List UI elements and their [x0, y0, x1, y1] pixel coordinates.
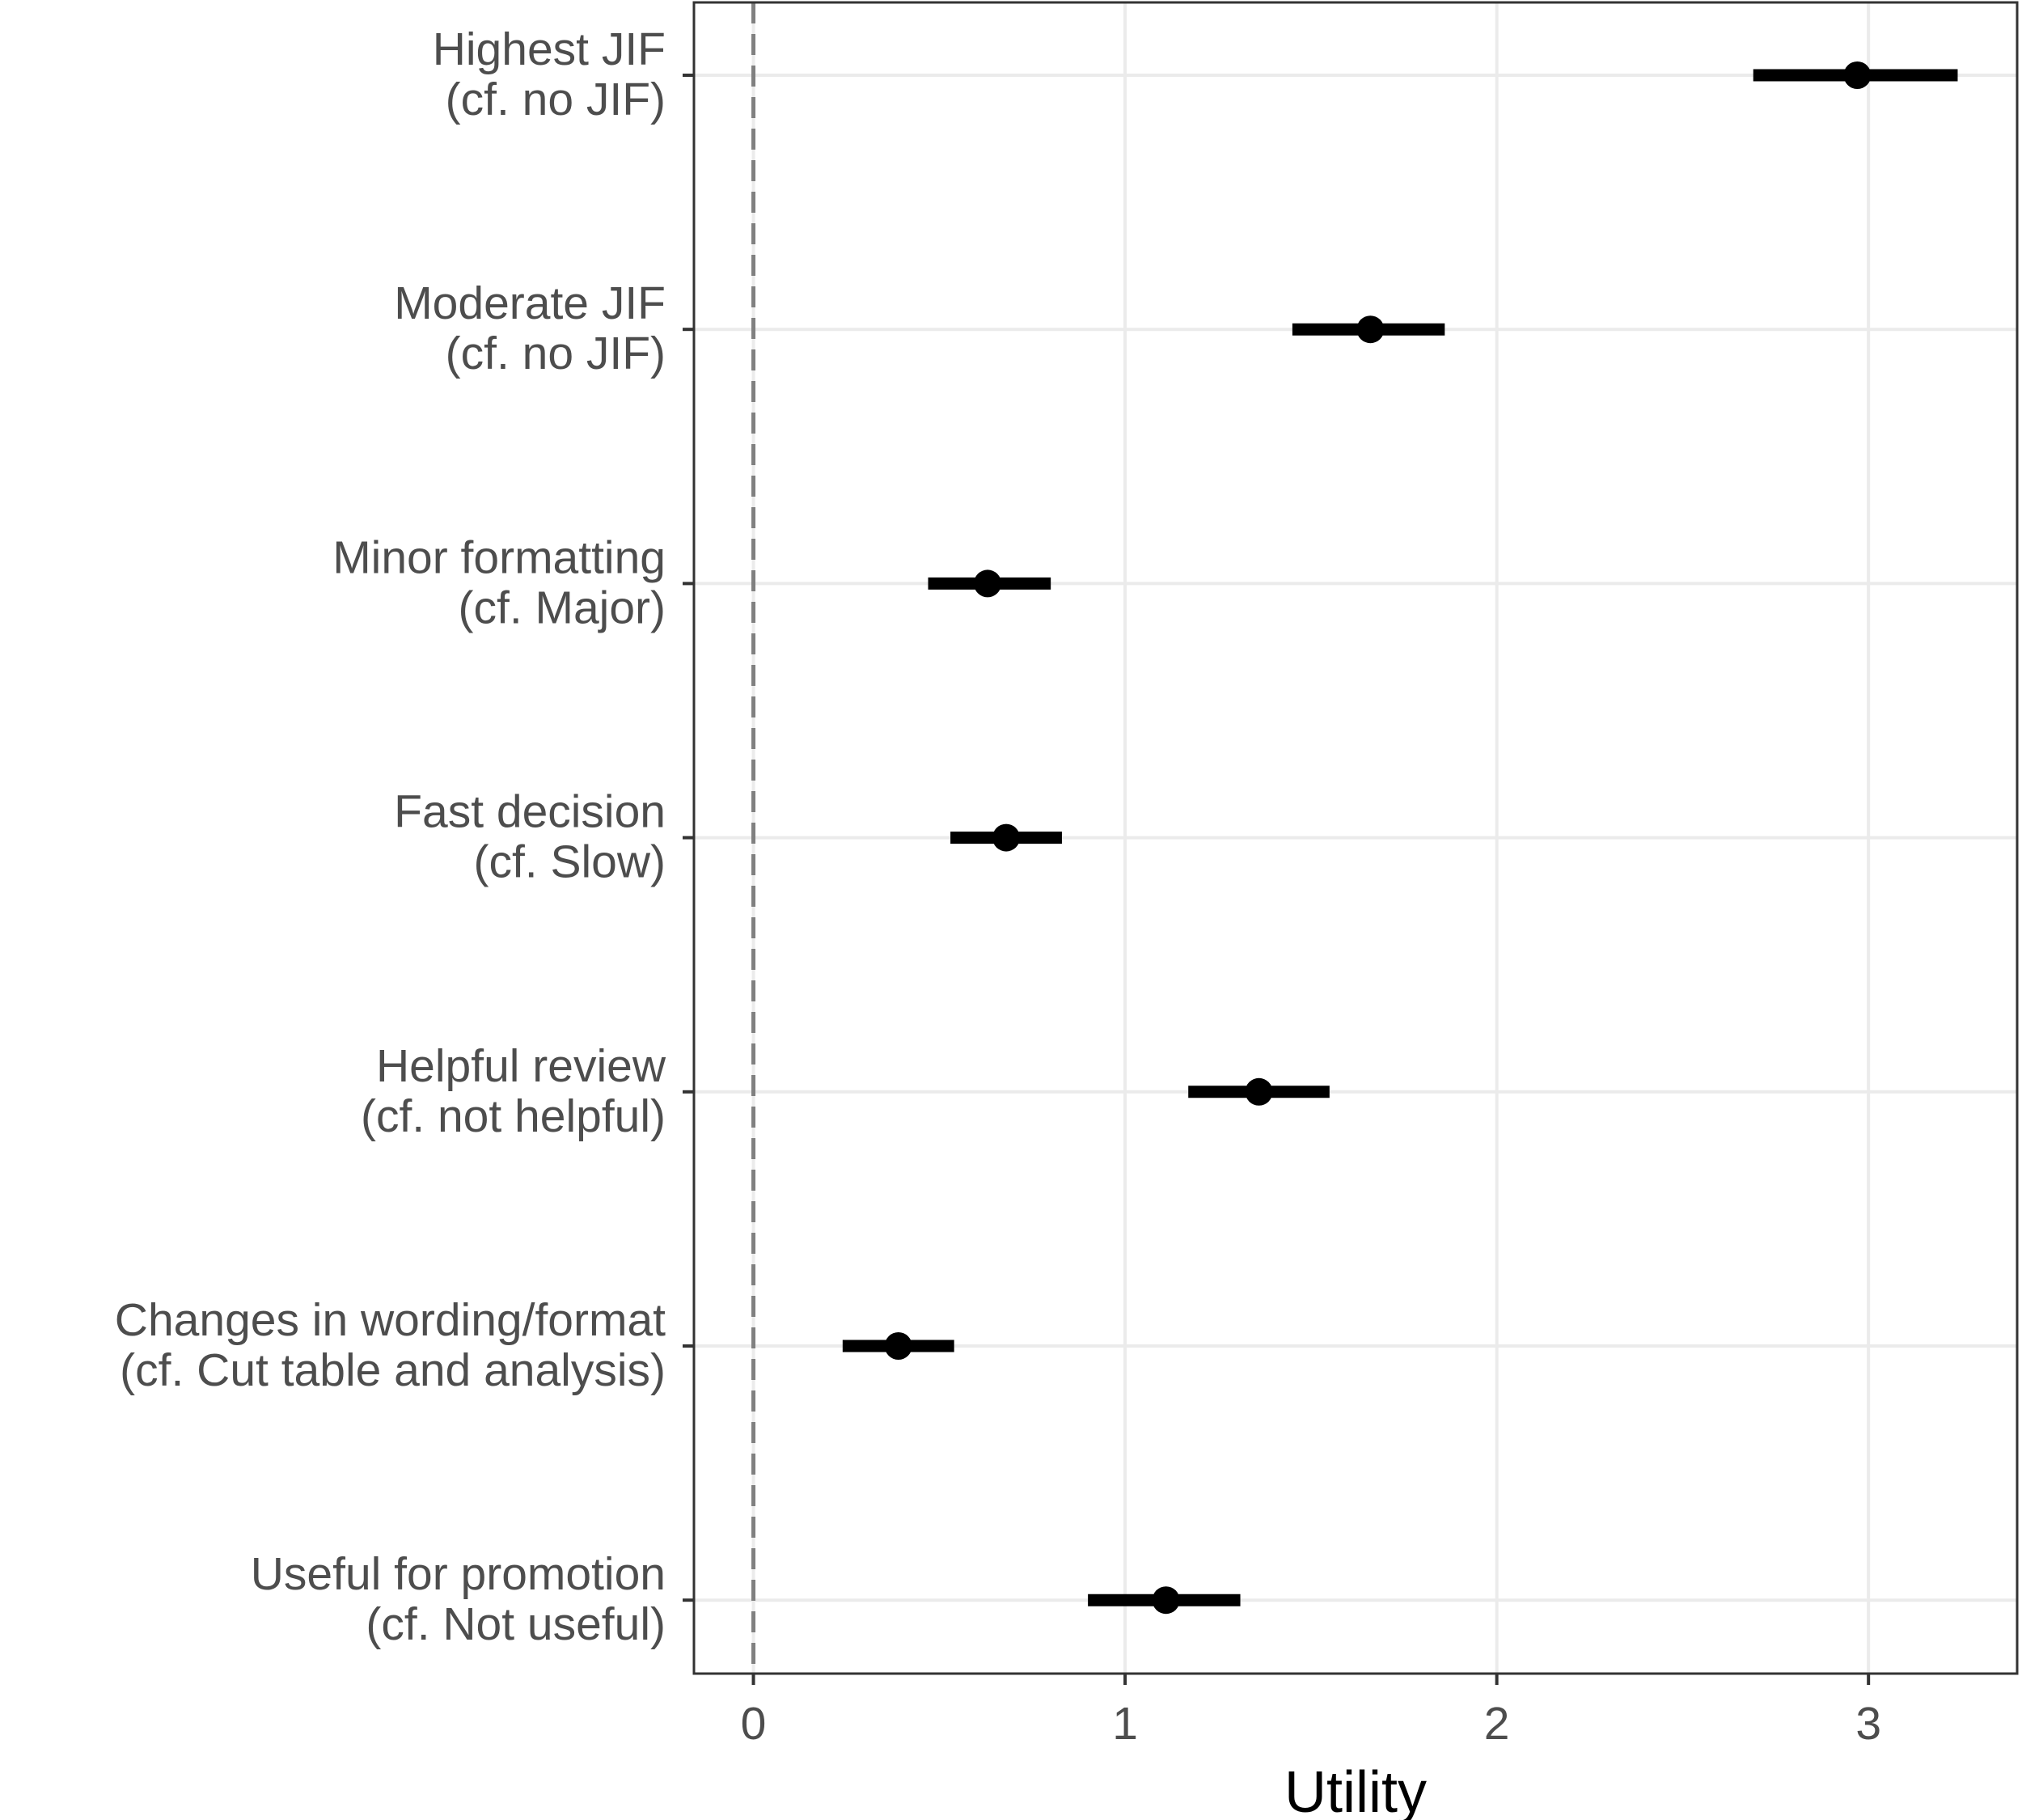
- x-tick-label-0: 0: [741, 1698, 767, 1750]
- category-sublabel-2: (cf. no JIF): [446, 328, 666, 379]
- category-label-2: Moderate JIF: [394, 277, 666, 329]
- estimate-point-3: [974, 569, 1002, 598]
- grid-lines: [694, 2, 2017, 1674]
- estimate-point-4: [992, 823, 1021, 852]
- category-sublabel-7: (cf. Not useful): [366, 1598, 666, 1650]
- category-sublabel-5: (cf. not helpful): [361, 1090, 666, 1142]
- estimate-point-6: [884, 1332, 912, 1360]
- category-label-1: Highest JIF: [433, 23, 666, 75]
- category-sublabel-1: (cf. no JIF): [446, 74, 666, 125]
- x-tick-label-1: 1: [1112, 1698, 1138, 1750]
- category-label-5: Helpful review: [376, 1040, 666, 1092]
- category-sublabel-4: (cf. Slow): [473, 836, 666, 888]
- x-tick-label-3: 3: [1855, 1698, 1881, 1750]
- category-sublabel-3: (cf. Major): [459, 582, 666, 633]
- category-label-3: Minor formatting: [332, 531, 666, 583]
- estimate-point-1: [1843, 61, 1872, 89]
- estimate-point-5: [1245, 1077, 1273, 1106]
- category-label-7: Useful for promotion: [251, 1548, 666, 1600]
- x-axis-title: Utility: [1284, 1760, 1427, 1820]
- estimate-point-2: [1356, 315, 1385, 344]
- y-axis: Highest JIF(cf. no JIF)Moderate JIF(cf. …: [115, 23, 694, 1650]
- category-sublabel-6: (cf. Cut table and analysis): [120, 1344, 666, 1396]
- estimate-point-7: [1152, 1586, 1180, 1615]
- estimate-marks: [842, 61, 1958, 1615]
- category-label-4: Fast decision: [394, 786, 666, 838]
- x-axis: 0 1 2 3: [741, 1674, 1881, 1750]
- x-tick-label-2: 2: [1484, 1698, 1510, 1750]
- category-label-6: Changes in wording/format: [115, 1294, 666, 1346]
